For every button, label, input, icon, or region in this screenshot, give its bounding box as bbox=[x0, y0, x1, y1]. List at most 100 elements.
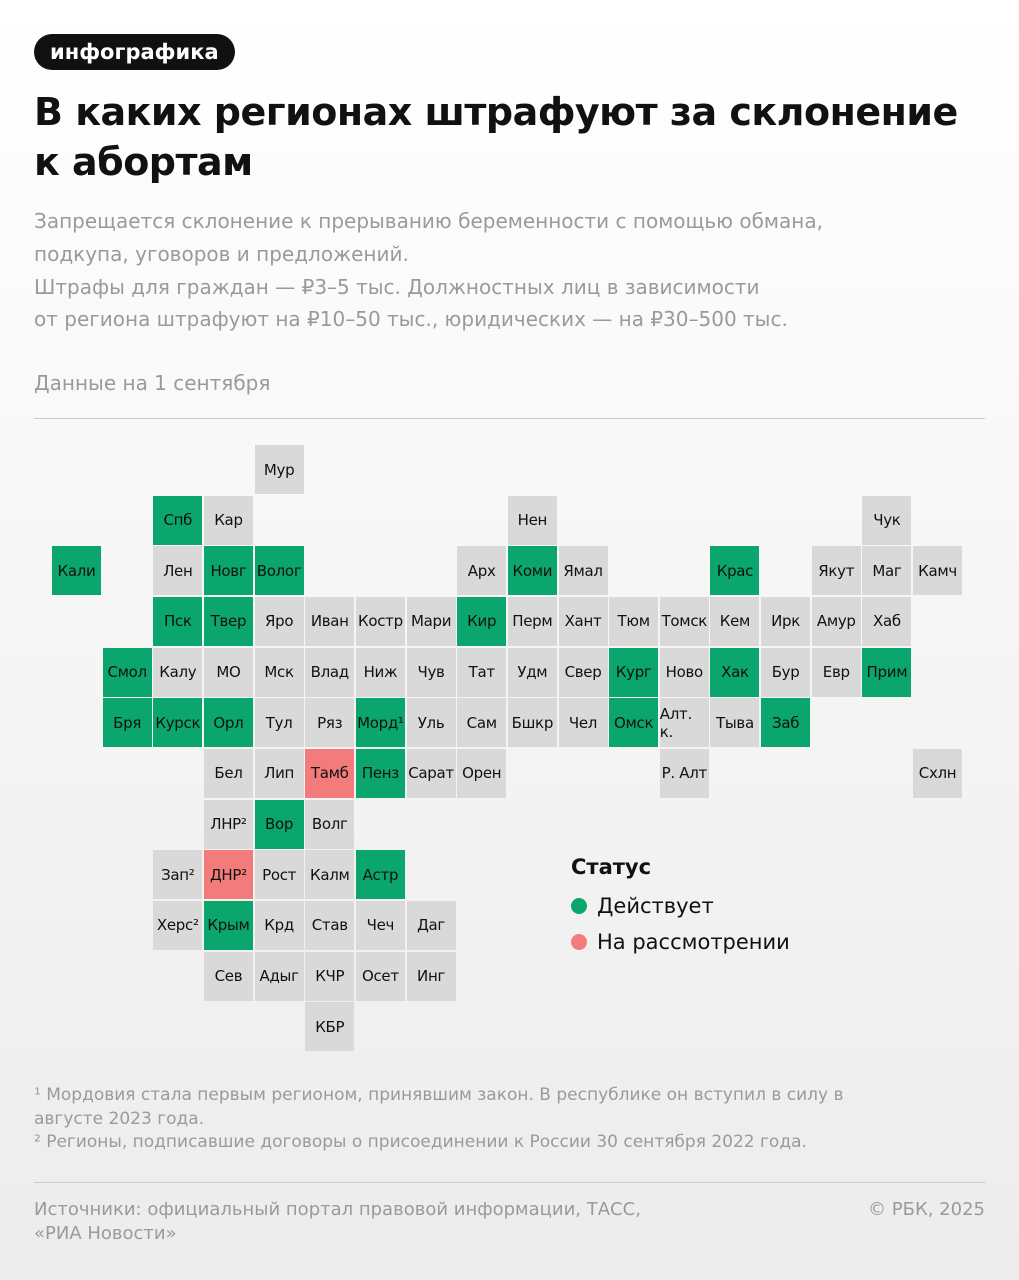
region-tile: Волг bbox=[305, 799, 355, 849]
region-tile: Яро bbox=[254, 596, 304, 646]
region-tile: Мск bbox=[254, 647, 304, 697]
region-tile: Чук bbox=[862, 495, 912, 545]
region-tile: Влад bbox=[305, 647, 355, 697]
region-tile: Иван bbox=[305, 596, 355, 646]
region-tile: Тамб bbox=[305, 748, 355, 798]
region-tile: Маг bbox=[862, 546, 912, 596]
region-tile: Калу bbox=[153, 647, 203, 697]
region-tile: КЧР bbox=[305, 951, 355, 1001]
title: В каких регионах штрафуют за склонение bbox=[34, 90, 958, 134]
region-tile: Амур bbox=[811, 596, 861, 646]
region-tile: Вор bbox=[254, 799, 304, 849]
subtitle: Запрещается склонение к прерыванию берем… bbox=[34, 209, 823, 233]
region-tile: Кем bbox=[710, 596, 760, 646]
region-tile: Пск bbox=[153, 596, 203, 646]
region-tile: Лен bbox=[153, 546, 203, 596]
region-tile: Осет bbox=[355, 951, 405, 1001]
region-tile: Чеч bbox=[355, 900, 405, 950]
region-tile: КБР bbox=[305, 1002, 355, 1052]
region-tile: Ряз bbox=[305, 698, 355, 748]
region-tile: Бел bbox=[203, 748, 253, 798]
region-tile: Кали bbox=[52, 546, 101, 596]
tag: инфографика bbox=[34, 34, 235, 70]
region-tile: Тыва bbox=[710, 698, 760, 748]
subtitle: Штрафы для граждан — ₽3–5 тыс. Должностн… bbox=[34, 275, 760, 299]
region-tile: Даг bbox=[406, 900, 456, 950]
region-tile: Хант bbox=[558, 596, 608, 646]
region-tile: Зап² bbox=[153, 850, 203, 900]
region-tile: Волог bbox=[254, 546, 304, 596]
subtitle: от региона штрафуют на ₽10–50 тыс., юрид… bbox=[34, 307, 788, 331]
region-tile: Курск bbox=[153, 698, 203, 748]
region-tile: Морд¹ bbox=[355, 698, 405, 748]
divider bbox=[34, 1182, 985, 1183]
sources: Источники: официальный портал правовой и… bbox=[34, 1199, 641, 1220]
legend-item: Действует bbox=[571, 894, 714, 918]
region-tile: Перм bbox=[507, 596, 557, 646]
region-tile: ДНР² bbox=[203, 850, 253, 900]
region-tile: Схлн bbox=[913, 748, 963, 798]
region-tile: Калм bbox=[305, 850, 355, 900]
legend-item: На рассмотрении bbox=[571, 930, 790, 954]
date-note: Данные на 1 сентября bbox=[34, 371, 271, 395]
sources: «РИА Новости» bbox=[34, 1223, 177, 1244]
region-tile: Бря bbox=[102, 698, 152, 748]
region-tile: Мари bbox=[406, 596, 456, 646]
divider bbox=[34, 418, 985, 419]
region-tile: Бшкр bbox=[507, 698, 557, 748]
footnote: ² Регионы, подписавшие договоры о присое… bbox=[34, 1132, 807, 1152]
region-tile: Р. Алт bbox=[659, 748, 709, 798]
region-tile: Кир bbox=[457, 596, 507, 646]
copyright: © РБК, 2025 bbox=[868, 1199, 985, 1220]
region-tile: Астр bbox=[355, 850, 405, 900]
region-tile: Хак bbox=[710, 647, 760, 697]
region-tile: Новг bbox=[203, 546, 253, 596]
region-tile: Адыг bbox=[254, 951, 304, 1001]
region-tile: Сев bbox=[203, 951, 253, 1001]
region-tile: Якут bbox=[811, 546, 861, 596]
region-tile: Твер bbox=[203, 596, 253, 646]
region-tile: Крым bbox=[203, 900, 253, 950]
region-tile: Евр bbox=[811, 647, 861, 697]
region-tile: Ново bbox=[659, 647, 709, 697]
region-tile: Камч bbox=[913, 546, 963, 596]
region-tile: МО bbox=[203, 647, 253, 697]
region-tile: Уль bbox=[406, 698, 456, 748]
region-tile: Хаб bbox=[862, 596, 912, 646]
region-tile: Ниж bbox=[355, 647, 405, 697]
region-tile: Костр bbox=[355, 596, 405, 646]
legend-title: Статус bbox=[571, 855, 652, 879]
region-tile: Тат bbox=[457, 647, 507, 697]
legend-label: На рассмотрении bbox=[597, 930, 790, 954]
region-tile: Крд bbox=[254, 900, 304, 950]
region-tile: Тюм bbox=[609, 596, 659, 646]
region-tile: Томск bbox=[659, 596, 709, 646]
region-tile: Чел bbox=[558, 698, 608, 748]
region-tile: Смол bbox=[102, 647, 152, 697]
region-tile: Херс² bbox=[153, 900, 203, 950]
region-tile: Мур bbox=[254, 445, 304, 494]
region-tile: Пенз bbox=[355, 748, 405, 798]
region-tile: Лип bbox=[254, 748, 304, 798]
region-tile: Удм bbox=[507, 647, 557, 697]
region-tile: Нен bbox=[507, 495, 557, 545]
region-tile: Омск bbox=[609, 698, 659, 748]
region-tile: Прим bbox=[862, 647, 912, 697]
region-tile: Став bbox=[305, 900, 355, 950]
region-tile: Рост bbox=[254, 850, 304, 900]
region-tile: Сарат bbox=[406, 748, 456, 798]
region-tile: Алт. к. bbox=[659, 698, 709, 748]
region-tile: Коми bbox=[507, 546, 557, 596]
region-tile: Инг bbox=[406, 951, 456, 1001]
region-tile: Ирк bbox=[761, 596, 811, 646]
region-tile: Свер bbox=[558, 647, 608, 697]
region-tile: Крас bbox=[710, 546, 760, 596]
subtitle: подкупа, уговоров и предложений. bbox=[34, 242, 409, 266]
region-tile: Заб bbox=[761, 698, 811, 748]
region-tile: Ямал bbox=[558, 546, 608, 596]
footnote: ¹ Мордовия стала первым регионом, приняв… bbox=[34, 1085, 844, 1105]
legend-dot bbox=[571, 934, 587, 950]
region-tile: ЛНР² bbox=[203, 799, 253, 849]
region-tile: Сам bbox=[457, 698, 507, 748]
